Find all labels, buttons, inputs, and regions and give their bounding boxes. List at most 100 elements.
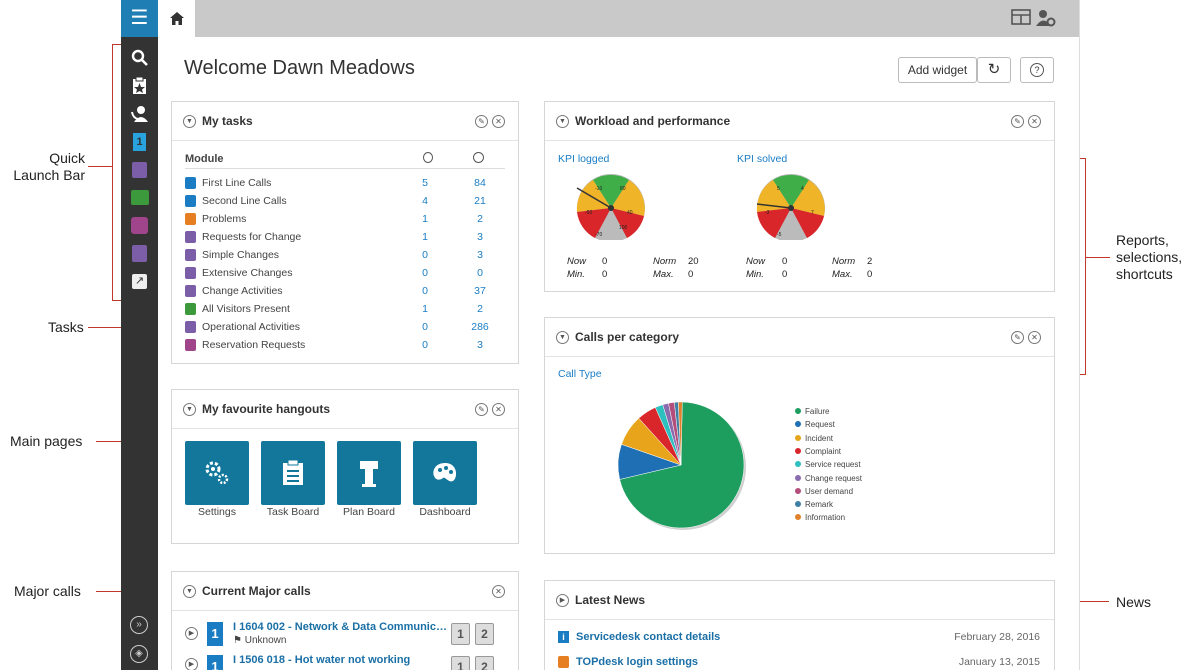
my-task-count[interactable]: 1 xyxy=(422,231,428,243)
task-row[interactable]: Extensive Changes 0 0 xyxy=(185,266,505,284)
close-icon[interactable]: ✕ xyxy=(1028,115,1041,128)
operational-activity-icon[interactable] xyxy=(129,243,150,264)
task-module-label[interactable]: Problems xyxy=(202,213,247,225)
help-button[interactable]: ? xyxy=(1020,57,1054,83)
edit-icon[interactable]: ✎ xyxy=(1011,115,1024,128)
task-module-label[interactable]: Extensive Changes xyxy=(202,267,293,279)
pie-slice-failure[interactable] xyxy=(619,401,745,529)
group-task-count[interactable]: 3 xyxy=(477,249,483,261)
search-icon[interactable] xyxy=(129,47,150,68)
legend-item[interactable]: User demand xyxy=(795,487,853,496)
collapse-icon[interactable]: ▼ xyxy=(183,403,196,416)
group-task-count[interactable]: 2 xyxy=(477,303,483,315)
legend-item[interactable]: Failure xyxy=(795,407,829,416)
user-settings-icon[interactable] xyxy=(1036,9,1056,27)
first-line-call-icon[interactable]: 1 xyxy=(129,131,150,152)
task-row[interactable]: Change Activities 0 37 xyxy=(185,284,505,302)
task-row[interactable]: Second Line Calls 4 21 xyxy=(185,194,505,212)
my-task-count[interactable]: 0 xyxy=(422,321,428,333)
expand-icon[interactable]: » xyxy=(130,616,148,634)
compass-icon[interactable]: ◈ xyxy=(130,645,148,663)
second-line-badge[interactable]: 2 xyxy=(475,656,494,670)
group-task-count[interactable]: 0 xyxy=(477,267,483,279)
my-task-count[interactable]: 0 xyxy=(422,285,428,297)
task-row[interactable]: Problems 1 2 xyxy=(185,212,505,230)
group-task-count[interactable]: 3 xyxy=(477,339,483,351)
collapse-icon[interactable]: ▼ xyxy=(183,115,196,128)
legend-item[interactable]: Complaint xyxy=(795,447,841,456)
close-icon[interactable]: ✕ xyxy=(1028,331,1041,344)
pie-slice-information[interactable] xyxy=(678,401,683,466)
expand-icon[interactable]: ▶ xyxy=(556,594,569,607)
edit-icon[interactable]: ✎ xyxy=(1011,331,1024,344)
legend-item[interactable]: Remark xyxy=(795,500,833,509)
reservation-icon[interactable] xyxy=(129,215,150,236)
my-task-count[interactable]: 4 xyxy=(422,195,428,207)
kpi-logged-link[interactable]: KPI logged xyxy=(558,153,610,165)
expand-row-icon[interactable]: ▶ xyxy=(185,627,198,640)
task-module-label[interactable]: Simple Changes xyxy=(202,249,280,261)
major-call-row[interactable]: ▶ 1 I 1506 018 - Hot water not working 1… xyxy=(185,654,507,670)
close-icon[interactable]: ✕ xyxy=(492,403,505,416)
second-line-badge[interactable]: 2 xyxy=(475,623,494,645)
task-row[interactable]: All Visitors Present 1 2 xyxy=(185,302,505,320)
add-widget-button[interactable]: Add widget xyxy=(898,57,977,83)
major-call-title[interactable]: I 1604 002 - Network & Data Communic… xyxy=(233,621,447,633)
collapse-icon[interactable]: ▼ xyxy=(183,585,196,598)
legend-item[interactable]: Information xyxy=(795,513,845,522)
my-task-count[interactable]: 0 xyxy=(422,249,428,261)
edit-icon[interactable]: ✎ xyxy=(475,115,488,128)
legend-item[interactable]: Request xyxy=(795,420,835,429)
call-type-link[interactable]: Call Type xyxy=(558,368,602,380)
task-module-label[interactable]: All Visitors Present xyxy=(202,303,290,315)
legend-item[interactable]: Service request xyxy=(795,460,861,469)
task-row[interactable]: Operational Activities 0 286 xyxy=(185,320,505,338)
news-title[interactable]: Servicedesk contact details xyxy=(576,631,721,643)
home-tab[interactable] xyxy=(158,0,195,37)
refresh-button[interactable]: ↻ xyxy=(977,57,1011,83)
my-task-count[interactable]: 1 xyxy=(422,303,428,315)
kpi-solved-link[interactable]: KPI solved xyxy=(737,153,788,165)
menu-icon[interactable]: ☰ xyxy=(121,0,158,37)
news-title[interactable]: TOPdesk login settings xyxy=(576,656,699,668)
task-module-label[interactable]: Change Activities xyxy=(202,285,283,297)
caller-icon[interactable] xyxy=(129,103,150,124)
my-task-count[interactable]: 0 xyxy=(422,267,428,279)
my-task-count[interactable]: 0 xyxy=(422,339,428,351)
my-task-count[interactable]: 5 xyxy=(422,177,428,189)
first-line-badge[interactable]: 1 xyxy=(451,656,470,670)
collapse-icon[interactable]: ▼ xyxy=(556,331,569,344)
legend-item[interactable]: Change request xyxy=(795,474,862,483)
group-task-count[interactable]: 3 xyxy=(477,231,483,243)
first-line-badge[interactable]: 1 xyxy=(451,623,470,645)
task-module-label[interactable]: Second Line Calls xyxy=(202,195,287,207)
task-row[interactable]: Requests for Change 1 3 xyxy=(185,230,505,248)
favorites-clipboard-icon[interactable] xyxy=(129,75,150,96)
task-module-label[interactable]: Operational Activities xyxy=(202,321,301,333)
task-row[interactable]: First Line Calls 5 84 xyxy=(185,176,505,194)
layout-icon[interactable] xyxy=(1011,9,1031,27)
my-task-count[interactable]: 1 xyxy=(422,213,428,225)
task-module-label[interactable]: Reservation Requests xyxy=(202,339,306,351)
legend-item[interactable]: Incident xyxy=(795,434,833,443)
collapse-icon[interactable]: ▼ xyxy=(556,115,569,128)
edit-icon[interactable]: ✎ xyxy=(475,403,488,416)
group-task-count[interactable]: 286 xyxy=(471,321,489,333)
hangout-dashboard[interactable] xyxy=(413,441,477,505)
task-row[interactable]: Simple Changes 0 3 xyxy=(185,248,505,266)
news-item[interactable]: i Servicedesk contact details February 2… xyxy=(558,631,1040,649)
change-icon[interactable] xyxy=(129,159,150,180)
news-item[interactable]: TOPdesk login settings January 13, 2015 xyxy=(558,656,1040,670)
major-call-title[interactable]: I 1506 018 - Hot water not working xyxy=(233,654,411,666)
group-task-count[interactable]: 37 xyxy=(474,285,486,297)
visitor-icon[interactable] xyxy=(129,187,150,208)
task-module-label[interactable]: Requests for Change xyxy=(202,231,302,243)
group-task-count[interactable]: 21 xyxy=(474,195,486,207)
hangout-task-board[interactable] xyxy=(261,441,325,505)
group-task-count[interactable]: 2 xyxy=(477,213,483,225)
task-module-label[interactable]: First Line Calls xyxy=(202,177,272,189)
expand-row-icon[interactable]: ▶ xyxy=(185,658,198,670)
major-call-row[interactable]: ▶ 1 I 1604 002 - Network & Data Communic… xyxy=(185,621,507,649)
close-icon[interactable]: ✕ xyxy=(492,115,505,128)
hangout-plan-board[interactable] xyxy=(337,441,401,505)
